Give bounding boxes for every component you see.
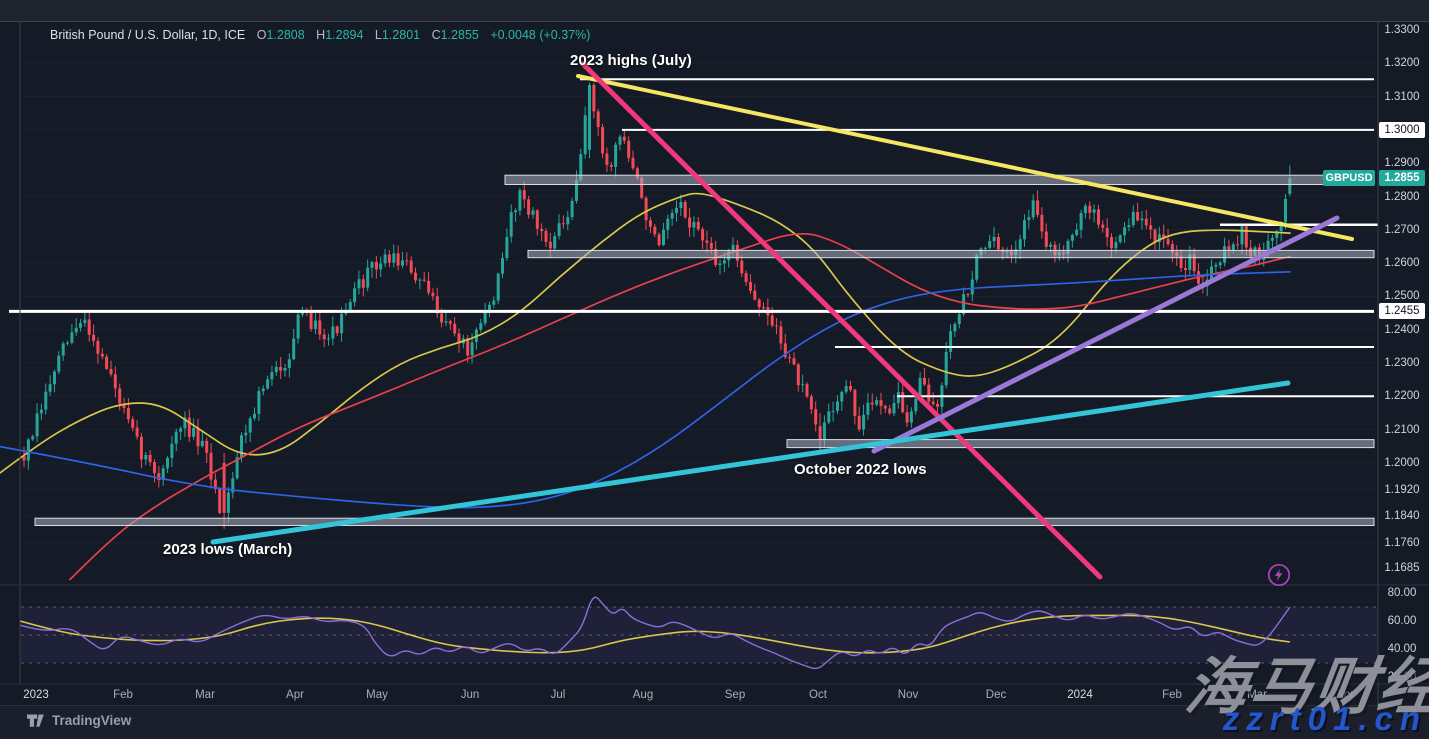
2023-lows-zone bbox=[34, 517, 1375, 527]
flash-icon[interactable] bbox=[1266, 562, 1292, 588]
price-axis-label: 1.1760 bbox=[1384, 537, 1420, 549]
rsi-axis-label: 60.00 bbox=[1387, 615, 1417, 627]
ohlc-close-label: C bbox=[431, 28, 441, 42]
ohlc-high-label: H bbox=[316, 28, 326, 42]
ohlc-high-value: 1.2894 bbox=[325, 28, 364, 42]
time-axis-label: Jul bbox=[550, 689, 566, 701]
price-axis-label: 1.2700 bbox=[1384, 224, 1420, 236]
price-axis-label: 1.2455 bbox=[1379, 303, 1425, 319]
supply-zone-1.2840 bbox=[504, 174, 1375, 185]
price-axis-label: 1.3000 bbox=[1379, 122, 1425, 138]
ascending-trendline-purple bbox=[871, 215, 1340, 454]
symbol-price-tag: GBPUSD bbox=[1323, 170, 1375, 186]
time-axis-label: Mar bbox=[195, 689, 215, 701]
tradingview-logo-icon bbox=[26, 712, 45, 729]
price-axis-label: 1.3100 bbox=[1384, 91, 1420, 103]
long-uptrend-cyan bbox=[210, 380, 1291, 545]
ohlc-open-value: 1.2808 bbox=[266, 28, 305, 42]
price-axis-label: 1.2800 bbox=[1384, 191, 1420, 203]
last-price-label: 1.2855 bbox=[1379, 170, 1425, 186]
change-value: +0.0048 (+0.37%) bbox=[490, 28, 591, 42]
watermark-url-text: zzrt01.cn bbox=[1222, 700, 1427, 737]
price-axis-label: 1.2100 bbox=[1384, 424, 1420, 436]
ohlc-low-label: L bbox=[374, 28, 382, 42]
time-axis-label: 2024 bbox=[1067, 689, 1093, 701]
price-axis-label: 1.2500 bbox=[1384, 290, 1420, 302]
time-axis-label: Feb bbox=[113, 689, 133, 701]
ma-mid-red bbox=[69, 232, 1291, 581]
price-axis-label: 1.3300 bbox=[1384, 24, 1420, 36]
tradingview-brand-text: TradingView bbox=[52, 713, 132, 728]
descending-trendline-yellow bbox=[576, 74, 1354, 241]
rsi-axis-label: 80.00 bbox=[1387, 587, 1417, 599]
price-axis-label: 1.3200 bbox=[1384, 57, 1420, 69]
price-axis-label: 1.1920 bbox=[1384, 484, 1420, 496]
price-axis-label: 1.2900 bbox=[1384, 157, 1420, 169]
time-axis-label: Dec bbox=[985, 689, 1007, 701]
ohlc-close-value: 1.2855 bbox=[440, 28, 479, 42]
tradingview-link[interactable]: TradingView bbox=[26, 712, 131, 729]
time-axis-label: Feb bbox=[1162, 689, 1182, 701]
ohlc-open-label: O bbox=[256, 28, 267, 42]
time-axis-label: May bbox=[366, 689, 388, 701]
footer-bar bbox=[0, 705, 1429, 739]
zone-1.2620 bbox=[527, 249, 1375, 259]
time-axis-label: Aug bbox=[632, 689, 654, 701]
price-axis-label: 1.2000 bbox=[1384, 457, 1420, 469]
chart-annotation: 2023 highs (July) bbox=[570, 52, 692, 69]
price-axis-label: 1.2200 bbox=[1384, 390, 1420, 402]
candlestick-series bbox=[22, 82, 1292, 529]
ohlc-low-value: 1.2801 bbox=[381, 28, 421, 42]
rsi-line bbox=[19, 596, 1291, 670]
time-axis-label: Sep bbox=[724, 689, 746, 701]
symbol-legend[interactable]: British Pound / U.S. Dollar, 1D, ICE O1.… bbox=[50, 28, 590, 42]
ma-slow-blue bbox=[0, 270, 1291, 509]
rsi-axis-label: 20.00 bbox=[1387, 671, 1417, 683]
rsi-ma-line bbox=[19, 614, 1291, 654]
ma-fast-yellow bbox=[0, 192, 1291, 474]
price-axis-label: 1.2300 bbox=[1384, 357, 1420, 369]
time-axis-label: Apr bbox=[286, 689, 304, 701]
chart-annotation: October 2022 lows bbox=[794, 461, 927, 478]
symbol-title: British Pound / U.S. Dollar, 1D, ICE bbox=[50, 28, 246, 42]
chart-annotation: 2023 lows (March) bbox=[163, 541, 293, 558]
rsi-axis-label: 40.00 bbox=[1387, 643, 1417, 655]
october-2022-lows-zone bbox=[786, 439, 1375, 449]
price-axis-label: 1.1840 bbox=[1384, 510, 1420, 522]
time-axis-label: Apr bbox=[1336, 689, 1354, 701]
price-axis-label: 1.2400 bbox=[1384, 324, 1420, 336]
time-axis-label: 2023 bbox=[23, 689, 49, 701]
time-axis-label: Oct bbox=[809, 689, 827, 701]
steep-downtrend-pink bbox=[580, 61, 1103, 580]
publisher-bar bbox=[0, 0, 1429, 22]
time-axis-label: Mar bbox=[1247, 689, 1267, 701]
price-axis-label: 1.1685 bbox=[1384, 562, 1420, 574]
time-axis-label: Jun bbox=[460, 689, 480, 701]
time-axis-label: Nov bbox=[897, 689, 919, 701]
price-axis-label: 1.2600 bbox=[1384, 257, 1420, 269]
